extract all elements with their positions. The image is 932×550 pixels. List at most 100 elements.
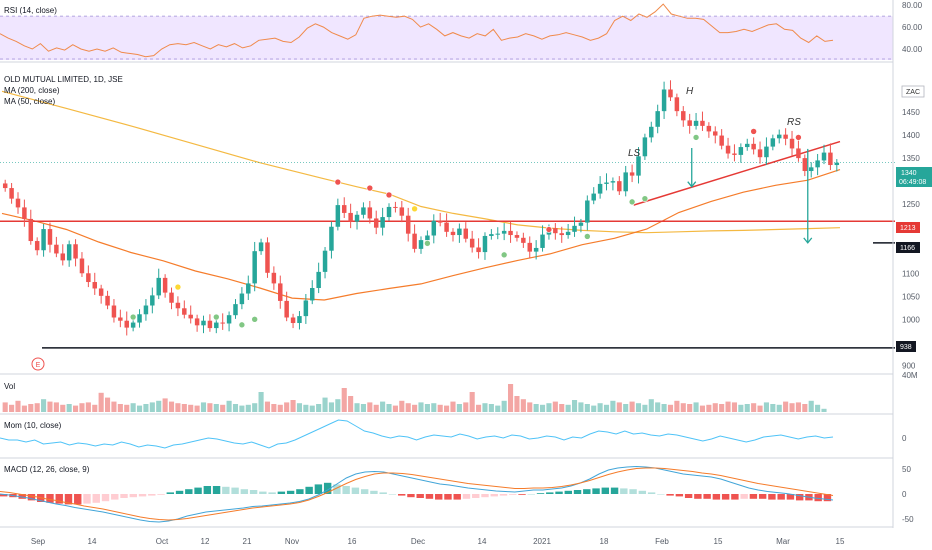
volume-bar bbox=[546, 403, 552, 412]
macd-tick-label: 0 bbox=[902, 490, 907, 499]
rsi-tick-label: 40.00 bbox=[902, 45, 923, 54]
candle-body bbox=[617, 181, 622, 192]
macd-histogram-bar bbox=[388, 494, 397, 495]
volume-bar bbox=[85, 402, 91, 412]
volume-bar bbox=[437, 404, 443, 412]
candle-body bbox=[828, 152, 833, 166]
candle-body bbox=[629, 172, 635, 176]
time-tick-label: 14 bbox=[88, 537, 97, 546]
time-tick-label: 2021 bbox=[533, 537, 551, 546]
volume-bar bbox=[725, 401, 731, 412]
volume-bar bbox=[264, 401, 271, 412]
macd-histogram-bar bbox=[546, 492, 554, 494]
macd-line bbox=[0, 465, 834, 523]
macd-histogram-bar bbox=[425, 494, 434, 499]
macd-histogram-bar bbox=[277, 491, 286, 494]
volume-bar bbox=[667, 404, 674, 412]
macd-histogram-bar bbox=[758, 494, 767, 499]
bar-countdown: 06:49:08 bbox=[899, 179, 926, 186]
volume-bar bbox=[642, 404, 648, 412]
candle-body bbox=[373, 218, 379, 228]
macd-histogram-bar bbox=[351, 487, 360, 494]
time-tick-label: Dec bbox=[411, 537, 425, 546]
volume-bar bbox=[751, 403, 757, 412]
macd-histogram-bar bbox=[749, 494, 758, 499]
volume-bar bbox=[232, 404, 239, 412]
macd-histogram-bar bbox=[620, 488, 628, 494]
volume-bar bbox=[156, 400, 162, 412]
candle-body bbox=[681, 111, 686, 121]
macd-histogram-bar bbox=[157, 494, 165, 495]
candle-body bbox=[175, 302, 181, 309]
macd-histogram-bar bbox=[379, 492, 387, 494]
macd-histogram-bar bbox=[527, 494, 535, 495]
time-tick-label: Oct bbox=[156, 537, 169, 546]
candle-body bbox=[258, 242, 264, 252]
candle-body bbox=[706, 125, 712, 132]
candle-body bbox=[783, 134, 788, 139]
volume-bar bbox=[252, 403, 258, 412]
macd-histogram-bar bbox=[731, 494, 739, 500]
candle-body bbox=[527, 242, 532, 252]
candle-body bbox=[418, 240, 424, 249]
candle-body bbox=[437, 220, 443, 223]
volume-bar bbox=[635, 403, 642, 412]
momentum-pane bbox=[0, 419, 834, 449]
volume-bar bbox=[60, 404, 66, 412]
volume-bar bbox=[763, 402, 769, 412]
price-tick-label: 1450 bbox=[902, 108, 920, 117]
macd-histogram-bar bbox=[647, 492, 656, 494]
candle-body bbox=[725, 145, 731, 154]
neckline bbox=[633, 140, 841, 206]
candle-body bbox=[508, 230, 513, 236]
macd-histogram-bar bbox=[629, 489, 637, 494]
macd-histogram-bar bbox=[795, 494, 804, 501]
candle-body bbox=[162, 277, 168, 293]
candle-body bbox=[316, 271, 321, 289]
momentum-title: Mom (10, close) bbox=[4, 421, 62, 430]
macd-histogram-bar bbox=[777, 494, 785, 500]
volume-bar bbox=[821, 408, 827, 412]
macd-histogram-bar bbox=[435, 494, 443, 500]
time-tick-label: 12 bbox=[201, 537, 210, 546]
candle-body bbox=[182, 308, 187, 315]
candle-body bbox=[207, 320, 213, 329]
volume-bar bbox=[680, 403, 686, 412]
head-label: H bbox=[686, 86, 694, 97]
volume-bar bbox=[527, 402, 533, 412]
price-pane bbox=[0, 80, 895, 349]
earnings-badge[interactable]: E bbox=[31, 357, 45, 371]
volume-bar bbox=[296, 403, 303, 412]
volume-tick-label: 40M bbox=[902, 371, 918, 380]
price-tick-label: 900 bbox=[902, 361, 916, 370]
macd-histogram-bar bbox=[416, 494, 424, 498]
event-dot bbox=[750, 128, 757, 135]
event-dot bbox=[251, 316, 258, 323]
candle-body bbox=[239, 293, 245, 305]
macd-histogram-bar bbox=[323, 482, 332, 494]
volume-bar bbox=[162, 398, 168, 412]
volume-bar bbox=[552, 401, 558, 412]
macd-histogram-bar bbox=[509, 494, 517, 495]
volume-bar bbox=[463, 402, 469, 412]
macd-histogram-bar bbox=[27, 494, 36, 501]
candle-body bbox=[92, 282, 97, 289]
event-dot bbox=[545, 226, 553, 233]
price-tick-label: 1350 bbox=[902, 154, 920, 163]
candle-body bbox=[169, 292, 174, 303]
macd-histogram-bar bbox=[444, 494, 452, 500]
volume-bar bbox=[802, 404, 808, 412]
candle-body bbox=[194, 318, 200, 326]
volume-bar bbox=[277, 404, 283, 412]
volume-bar bbox=[648, 399, 654, 412]
candle-body bbox=[636, 156, 641, 176]
macd-histogram-bar bbox=[583, 489, 591, 494]
volume-bar bbox=[360, 404, 366, 412]
macd-histogram-bar bbox=[712, 494, 721, 500]
candle-body bbox=[495, 233, 501, 235]
candle-body bbox=[386, 206, 392, 218]
candle-body bbox=[329, 226, 334, 251]
candle-body bbox=[649, 126, 654, 138]
volume-bar bbox=[175, 403, 181, 412]
